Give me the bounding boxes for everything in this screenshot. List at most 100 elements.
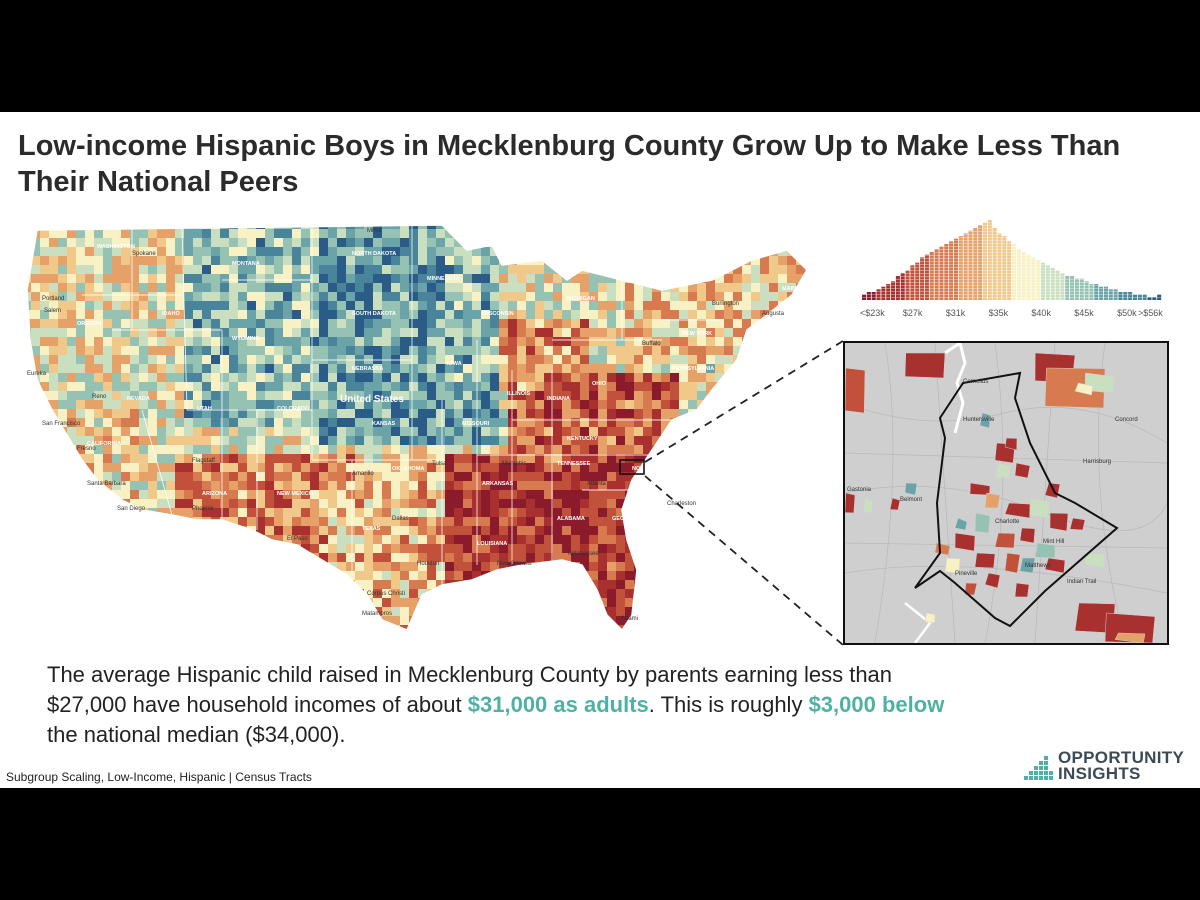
state-label: NEW YORK <box>682 331 712 337</box>
map-county-cell <box>238 382 248 392</box>
map-county-cell <box>562 580 572 590</box>
map-county-cell <box>220 310 230 320</box>
map-county-cell <box>598 409 608 419</box>
map-county-cell <box>256 436 266 446</box>
map-county-cell <box>94 535 104 545</box>
histogram-bar-texture <box>1118 297 1123 298</box>
map-county-cell <box>27 499 32 509</box>
map-county-cell <box>355 418 365 428</box>
map-county-cell <box>355 517 365 527</box>
map-county-cell <box>463 256 473 266</box>
map-county-cell <box>544 454 554 464</box>
map-county-cell <box>598 580 608 590</box>
mecklenburg-highlight-box[interactable] <box>619 459 645 475</box>
state-label: OREGON <box>77 321 101 327</box>
map-county-cell <box>391 580 401 590</box>
map-county-cell <box>526 427 536 437</box>
map-county-cell <box>535 382 545 392</box>
map-county-cell <box>67 562 77 572</box>
map-county-cell <box>31 427 41 437</box>
map-county-cell <box>85 400 95 410</box>
map-county-cell <box>211 229 221 239</box>
map-county-cell <box>364 346 374 356</box>
map-county-cell <box>409 625 419 630</box>
map-county-cell <box>211 490 221 500</box>
map-county-cell <box>580 418 590 428</box>
map-county-cell <box>94 346 104 356</box>
map-county-cell <box>643 544 653 554</box>
map-county-cell <box>571 292 581 302</box>
map-county-cell <box>535 517 545 527</box>
map-county-cell <box>310 517 320 527</box>
map-county-cell <box>715 328 725 338</box>
map-county-cell <box>67 454 77 464</box>
histogram-bar-texture <box>997 249 1002 250</box>
map-county-cell <box>562 589 572 599</box>
map-county-cell <box>454 427 464 437</box>
histogram-bar-texture <box>987 240 992 241</box>
map-county-cell <box>418 526 428 536</box>
histogram-bar-texture <box>987 294 992 295</box>
map-county-cell <box>310 544 320 554</box>
map-county-cell <box>409 598 419 608</box>
map-county-cell <box>301 364 311 374</box>
histogram-bar-texture <box>915 288 920 289</box>
map-county-cell <box>202 355 212 365</box>
map-county-cell <box>337 337 347 347</box>
map-county-cell <box>652 508 662 518</box>
map-county-cell <box>274 535 284 545</box>
map-county-cell <box>436 517 446 527</box>
map-county-cell <box>409 544 419 554</box>
mecklenburg-inset-map[interactable]: Cornelius Huntersville Concord Harrisburg Be… <box>843 341 1169 645</box>
histogram-bar-texture <box>1007 249 1012 250</box>
map-county-cell <box>652 427 662 437</box>
map-county-cell <box>292 373 302 383</box>
map-county-cell <box>265 634 275 640</box>
map-county-cell <box>27 418 32 428</box>
map-county-cell <box>805 454 807 464</box>
map-county-cell <box>319 373 329 383</box>
map-county-cell <box>391 238 401 248</box>
map-county-cell <box>724 418 734 428</box>
map-county-cell <box>454 481 464 491</box>
map-county-cell <box>652 625 662 630</box>
map-county-cell <box>778 445 788 455</box>
map-county-cell <box>292 508 302 518</box>
map-county-cell <box>472 292 482 302</box>
map-county-cell <box>184 373 194 383</box>
map-county-cell <box>733 535 743 545</box>
map-county-cell <box>472 265 482 275</box>
map-county-cell <box>445 283 455 293</box>
map-county-cell <box>688 373 698 383</box>
map-county-cell <box>805 274 807 284</box>
map-county-cell <box>310 445 320 455</box>
map-county-cell <box>742 517 752 527</box>
map-county-cell <box>328 382 338 392</box>
map-county-cell <box>454 553 464 563</box>
map-county-cell <box>112 526 122 536</box>
map-county-cell <box>76 472 86 482</box>
map-county-cell <box>805 607 807 617</box>
histogram-bar-texture <box>905 273 910 274</box>
map-county-cell <box>796 634 806 640</box>
map-county-cell <box>193 346 203 356</box>
map-county-cell <box>589 409 599 419</box>
map-county-cell <box>40 535 50 545</box>
map-county-cell <box>139 454 149 464</box>
map-county-cell <box>40 445 50 455</box>
map-county-cell <box>310 616 320 626</box>
map-county-cell <box>805 427 807 437</box>
map-county-cell <box>427 391 437 401</box>
income-histogram-legend: <$23k $27k $31k $35k $40k $45k $50k >$56k <box>860 220 1163 318</box>
histogram-bar-texture <box>987 231 992 232</box>
map-county-cell <box>256 481 266 491</box>
map-county-cell <box>265 598 275 608</box>
map-county-cell <box>436 436 446 446</box>
histogram-bar <box>915 262 920 300</box>
map-county-cell <box>76 391 86 401</box>
map-county-cell <box>364 391 374 401</box>
histogram-bar-texture <box>939 255 944 256</box>
map-county-cell <box>328 481 338 491</box>
map-county-cell <box>625 607 635 617</box>
